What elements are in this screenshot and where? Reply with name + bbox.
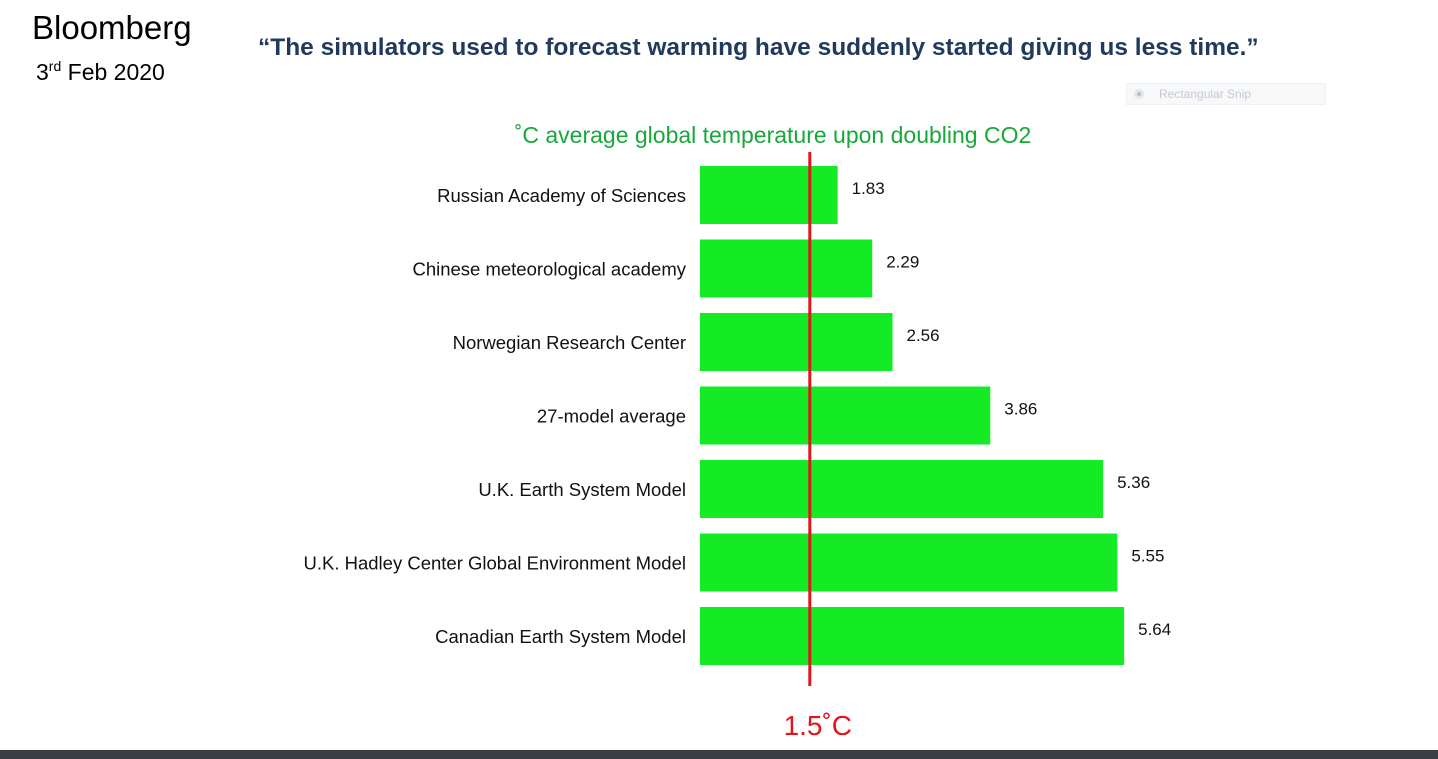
- chart-title: ˚C average global temperature upon doubl…: [515, 122, 1032, 148]
- bar-4: [700, 386, 991, 445]
- source-name: Bloomberg: [32, 9, 192, 46]
- bar-2: [700, 239, 873, 298]
- category-label: Chinese meteorological academy: [412, 259, 686, 280]
- value-label: 1.83: [852, 179, 885, 198]
- value-label: 5.64: [1138, 620, 1171, 639]
- bar-3: [700, 313, 893, 371]
- publication-date: 3rd Feb 2020: [36, 58, 165, 86]
- snip-mode-label: Rectangular Snip: [1159, 87, 1252, 101]
- category-label: Russian Academy of Sciences: [437, 185, 686, 206]
- category-label: Norwegian Research Center: [453, 332, 686, 353]
- value-label: 5.55: [1131, 547, 1164, 566]
- bar-1: [700, 166, 838, 224]
- bottom-bar: [0, 750, 1438, 759]
- value-label: 3.86: [1004, 400, 1037, 419]
- bar-5: [700, 460, 1104, 518]
- headline-quote: “The simulators used to forecast warming…: [258, 34, 1259, 61]
- date-day: 3: [36, 59, 49, 85]
- value-label: 2.29: [886, 253, 919, 272]
- category-label: U.K. Earth System Model: [478, 479, 686, 500]
- category-label: Canadian Earth System Model: [435, 626, 686, 647]
- rectangular-snip-tooltip[interactable]: Rectangular Snip: [1126, 83, 1326, 105]
- value-label: 5.36: [1117, 473, 1150, 492]
- bar-7: [700, 607, 1125, 665]
- bar-6: [700, 533, 1118, 592]
- date-month-year: Feb 2020: [61, 59, 165, 85]
- category-label: 27-model average: [537, 406, 686, 427]
- value-label: 2.56: [907, 326, 940, 345]
- category-label: U.K. Hadley Center Global Environment Mo…: [303, 553, 686, 574]
- reference-line-label: 1.5˚C: [784, 710, 852, 741]
- radio-dot-icon: [1134, 89, 1144, 99]
- date-ordinal-suffix: rd: [48, 58, 62, 74]
